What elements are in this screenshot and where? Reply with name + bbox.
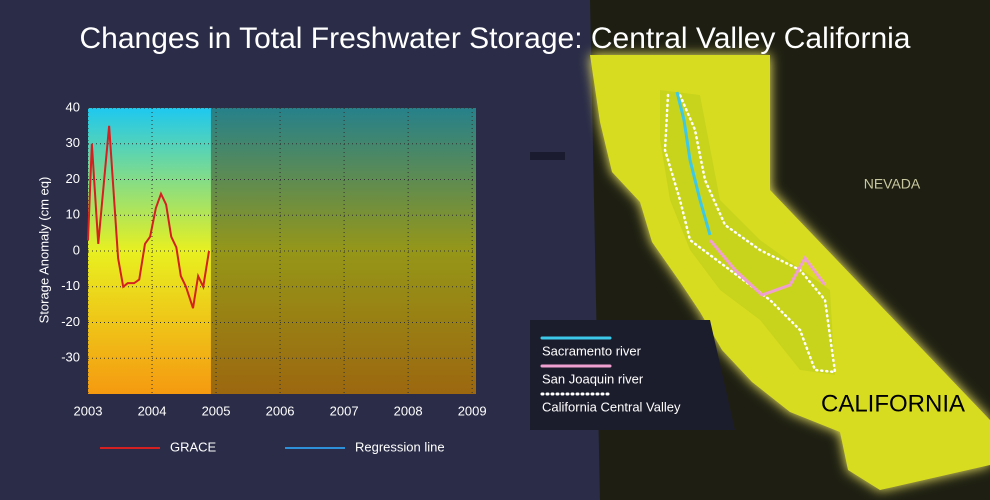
map-legend-label: San Joaquin river (542, 371, 644, 386)
y-tick-label: -10 (61, 278, 80, 293)
x-tick-label: 2003 (74, 403, 103, 418)
sacramento-river (675, 91, 712, 236)
x-tick-label: 2006 (266, 403, 295, 418)
dimmed-area (210, 108, 476, 394)
x-tick-label: 2005 (202, 403, 231, 418)
x-tick-label: 2009 (458, 403, 487, 418)
y-axis-label: Storage Anomaly (cm eq) (36, 177, 51, 324)
y-tick-label: 20 (66, 171, 80, 186)
map: NEVADA CALIFORNIA (530, 0, 990, 500)
marker (530, 152, 565, 160)
map-legend-label: California Central Valley (542, 399, 681, 414)
valley (660, 90, 835, 375)
region-label: CALIFORNIA (821, 390, 965, 417)
legend-label: Regression line (355, 439, 445, 454)
y-tick-label: 30 (66, 135, 80, 150)
x-tick-label: 2004 (138, 403, 167, 418)
map-legend-label: Sacramento river (542, 343, 642, 358)
y-tick-label: 40 (66, 99, 80, 114)
san-joaquin-river (708, 239, 827, 297)
title: Changes in Total Freshwater Storage: Cen… (80, 22, 911, 55)
map-legend-box (530, 320, 735, 430)
y-tick-label: -20 (61, 314, 80, 329)
data-line (87, 125, 210, 309)
region-label: NEVADA (864, 176, 921, 192)
legend-label: GRACE (170, 439, 217, 454)
y-tick-label: -30 (61, 350, 80, 365)
y-tick-label: 0 (73, 242, 80, 257)
y-tick-label: 10 (66, 207, 80, 222)
x-tick-label: 2007 (330, 403, 359, 418)
x-tick-label: 2008 (394, 403, 423, 418)
